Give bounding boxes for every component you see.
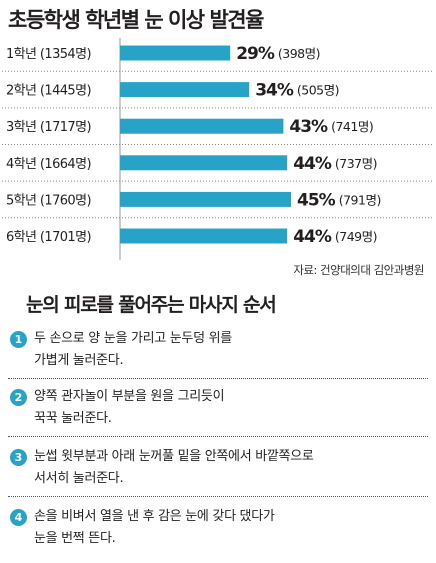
- step-divider: [8, 378, 428, 379]
- chart-title: 초등학생 학년별 눈 이상 발견율: [8, 8, 264, 32]
- value-label: 43%: [289, 117, 328, 137]
- count-label: (749명): [335, 229, 377, 244]
- bar: [120, 228, 288, 244]
- value-label: 44%: [293, 154, 332, 174]
- count-label: (741명): [331, 119, 373, 134]
- value-label: 34%: [255, 81, 294, 101]
- bar-chart: 1학년 (1354명) 29% (398명) 2학년 (1445명) 34% (505명)…: [2, 38, 434, 260]
- step-number-badge: 4: [10, 509, 27, 526]
- category-label: 6학년 (1701명): [6, 230, 91, 245]
- step-divider: [8, 496, 428, 497]
- massage-section-title: 눈의 피로를 풀어주는 마사지 순서: [26, 294, 277, 316]
- bar: [120, 191, 291, 207]
- category-label: 4학년 (1664명): [6, 157, 91, 172]
- category-label: 1학년 (1354명): [6, 47, 91, 62]
- step-divider: [8, 436, 428, 437]
- bar: [120, 45, 231, 61]
- count-label: (737명): [335, 156, 377, 171]
- count-label: (791명): [339, 192, 381, 207]
- bar: [120, 155, 288, 171]
- step-text: 손을 비벼서 열을 낸 후 감은 눈에 갖다 댔다가 눈을 번쩍 뜬다.: [34, 509, 275, 546]
- step-number-badge: 1: [10, 331, 27, 348]
- category-label: 5학년 (1760명): [6, 193, 91, 208]
- count-label: (505명): [297, 83, 339, 98]
- source-note: 자료: 건양대의대 김안과병원: [293, 263, 424, 277]
- bar: [120, 118, 284, 134]
- category-label: 3학년 (1717명): [6, 120, 91, 135]
- bar: [120, 82, 250, 98]
- step-text: 눈썹 윗부분과 아래 눈꺼풀 밑을 안쪽에서 바깥쪽으로 서서히 눌러준다.: [34, 449, 314, 486]
- step-number-badge: 2: [10, 389, 27, 406]
- value-label: 44%: [293, 227, 332, 247]
- step-number-badge: 3: [10, 449, 27, 466]
- step-text: 양쪽 관자놀이 부분을 원을 그리듯이 꾹꾹 눌러준다.: [34, 389, 225, 426]
- step-text: 두 손으로 양 눈을 가리고 눈두덩 위를 가볍게 눌러준다.: [34, 331, 232, 368]
- value-label: 45%: [297, 190, 336, 210]
- count-label: (398명): [278, 46, 320, 61]
- category-label: 2학년 (1445명): [6, 84, 91, 99]
- value-label: 29%: [236, 44, 275, 64]
